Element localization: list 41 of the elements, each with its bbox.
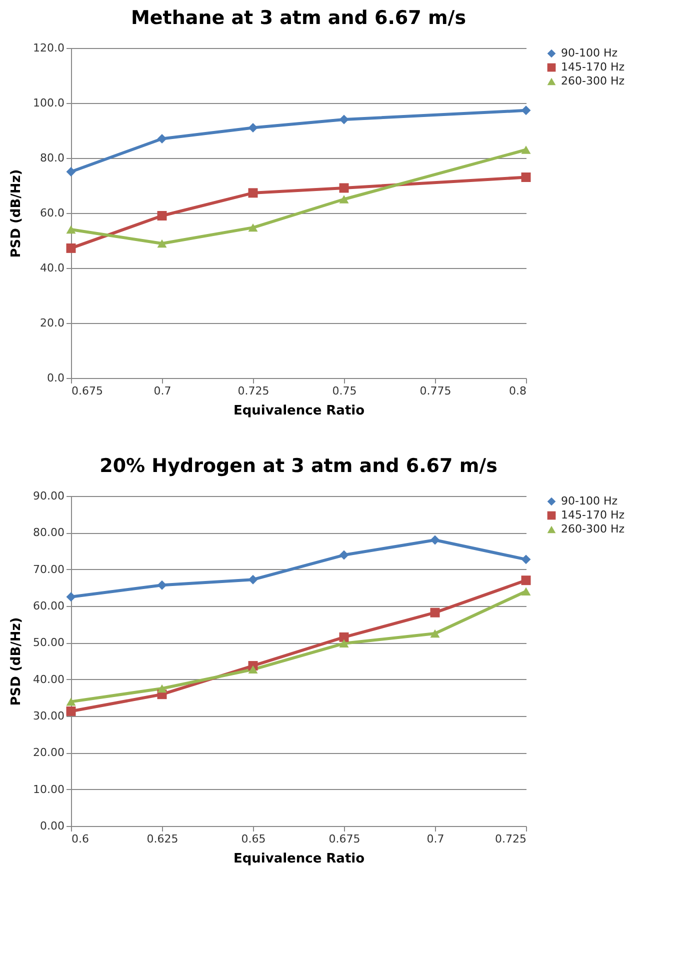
x-tick-label: 0.725 bbox=[495, 832, 526, 846]
y-tick-label: 60.00 bbox=[33, 600, 64, 612]
chart-title: 20% Hydrogen at 3 atm and 6.67 m/s bbox=[100, 455, 498, 477]
y-tick-label: 40.00 bbox=[33, 672, 64, 686]
chart-title: Methane at 3 atm and 6.67 m/s bbox=[130, 7, 466, 29]
x-tick-label: 0.725 bbox=[238, 384, 270, 398]
y-tick-label: 20.00 bbox=[33, 746, 64, 760]
x-axis-title: Equivalence Ratio bbox=[233, 404, 365, 418]
y-tick-label: 90.00 bbox=[33, 490, 64, 502]
x-tick-label: 0.7 bbox=[426, 832, 444, 846]
y-tick-label: 120.0 bbox=[33, 42, 64, 54]
legend-label: 260-300 Hz bbox=[561, 522, 625, 536]
legend-label: 90-100 Hz bbox=[561, 46, 618, 60]
y-tick-label: 80.0 bbox=[40, 152, 64, 164]
y-tick-label: 0.00 bbox=[40, 820, 64, 832]
x-axis-title: Equivalence Ratio bbox=[233, 852, 365, 866]
y-tick-label: 40.0 bbox=[40, 262, 64, 274]
y-tick-label: 80.00 bbox=[33, 526, 64, 540]
y-tick-label: 60.0 bbox=[40, 206, 64, 220]
y-axis-title: PSD (dB/Hz) bbox=[9, 617, 24, 706]
y-tick-label: 10.00 bbox=[33, 782, 64, 796]
x-tick-label: 0.6 bbox=[72, 832, 89, 846]
y-tick-label: 30.00 bbox=[33, 710, 64, 722]
y-axis-title: PSD (dB/Hz) bbox=[9, 169, 24, 258]
y-tick-label: 100.0 bbox=[33, 96, 64, 110]
legend-label: 90-100 Hz bbox=[561, 494, 618, 508]
y-tick-label: 70.00 bbox=[33, 562, 64, 576]
y-tick-label: 50.00 bbox=[33, 636, 64, 650]
y-tick-label: 0.0 bbox=[47, 372, 64, 384]
legend-label: 145-170 Hz bbox=[561, 508, 625, 522]
x-tick-label: 0.8 bbox=[509, 384, 526, 398]
x-tick-label: 0.675 bbox=[72, 384, 103, 398]
x-tick-label: 0.775 bbox=[420, 384, 452, 398]
x-tick-label: 0.75 bbox=[332, 384, 357, 398]
legend-label: 260-300 Hz bbox=[561, 74, 625, 88]
x-tick-label: 0.625 bbox=[146, 832, 178, 846]
y-tick-label: 20.0 bbox=[40, 316, 64, 330]
x-tick-label: 0.675 bbox=[328, 832, 360, 846]
x-tick-label: 0.65 bbox=[241, 832, 266, 846]
legend-label: 145-170 Hz bbox=[561, 60, 625, 74]
x-tick-label: 0.7 bbox=[154, 384, 172, 398]
